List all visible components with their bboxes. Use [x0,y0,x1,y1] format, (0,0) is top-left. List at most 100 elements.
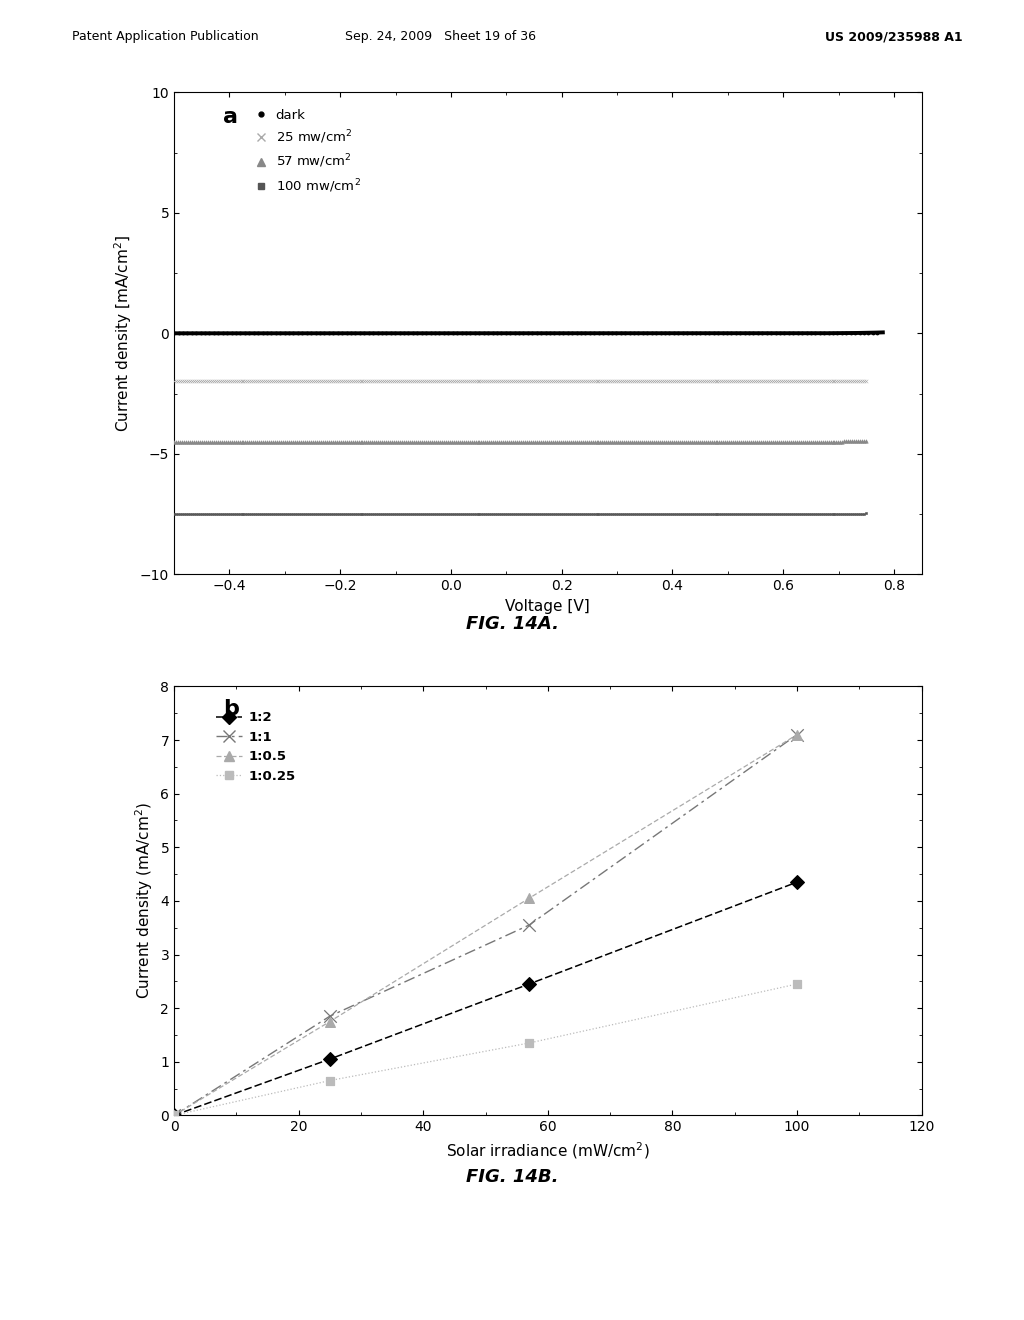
Point [400,323,417,345]
Point [293,432,309,453]
Point [418,323,434,345]
Point [406,432,422,453]
Point [180,432,197,453]
Point [701,371,718,392]
Point [372,432,388,453]
Point [412,432,428,453]
Point [723,503,739,524]
Point [232,323,249,345]
Point [325,503,341,524]
Point [464,371,480,392]
Point [581,432,597,453]
Point [348,371,365,392]
Point [505,503,521,524]
Point [636,503,652,524]
Point [360,323,377,345]
Point [521,1032,538,1053]
Point [608,322,625,343]
Point [354,503,371,524]
Point [657,432,674,453]
Point [745,432,762,453]
Point [181,432,198,453]
Point [689,503,706,524]
Point [590,432,606,453]
Point [489,503,506,524]
Point [691,432,708,453]
Point [369,432,385,453]
Point [176,503,193,524]
Point [488,322,505,343]
Point [376,371,392,392]
Point [212,432,228,453]
Point [839,430,855,451]
Text: FIG. 14B.: FIG. 14B. [466,1168,558,1187]
Point [501,503,517,524]
Point [525,503,542,524]
Point [223,371,240,392]
Point [370,432,386,453]
Point [403,432,420,453]
Point [212,503,228,524]
Point [208,503,224,524]
Point [636,371,652,392]
Point [424,432,440,453]
Point [712,503,728,524]
Point [521,432,538,453]
Point [303,371,319,392]
Point [301,503,317,524]
Point [257,503,273,524]
Point [172,503,188,524]
Point [487,503,504,524]
Point [523,371,540,392]
Point [267,432,284,453]
Point [422,432,438,453]
Point [547,503,563,524]
Point [505,432,521,453]
Point [773,503,790,524]
Point [312,371,329,392]
Point [767,432,783,453]
Point [236,432,252,453]
Point [502,322,518,343]
Point [350,503,367,524]
Point [670,503,686,524]
Point [452,503,468,524]
Point [439,371,456,392]
Point [543,503,559,524]
Point [263,432,280,453]
Point [416,503,432,524]
Point [287,503,303,524]
Point [396,503,413,524]
Point [367,432,383,453]
Point [692,322,709,343]
Point [795,432,811,453]
Point [812,322,828,343]
Point [596,432,612,453]
Point [215,432,231,453]
Point [631,322,647,343]
Point [780,432,797,453]
Text: FIG. 14A.: FIG. 14A. [466,615,558,634]
Point [662,371,678,392]
Point [542,322,558,343]
Point [307,323,324,345]
Point [528,432,545,453]
Point [384,371,400,392]
Point [833,371,849,392]
Point [535,432,551,453]
Point [204,371,220,392]
Point [754,322,770,343]
Point [471,371,487,392]
Point [858,371,874,392]
Point [410,323,426,345]
Point [202,371,218,392]
Point [396,432,413,453]
Point [318,371,335,392]
Point [445,432,462,453]
Point [840,503,856,524]
Point [360,503,377,524]
Point [706,503,722,524]
Point [231,371,248,392]
Point [392,432,409,453]
Point [471,432,487,453]
